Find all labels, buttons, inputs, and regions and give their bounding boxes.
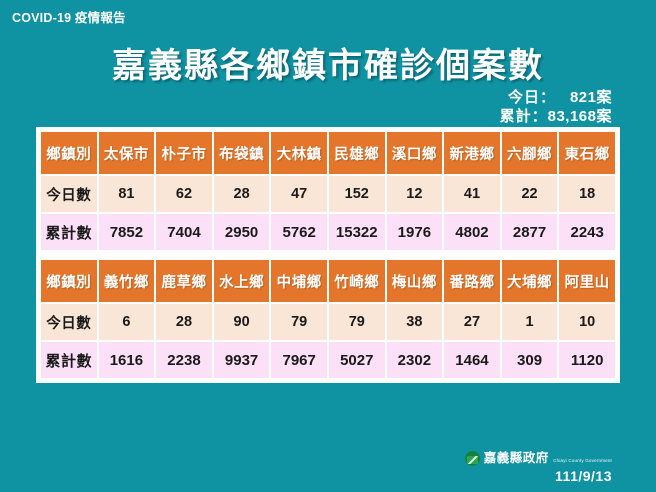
case-count-cell-today: 1 (501, 304, 558, 340)
summary-today-row: 今日： 821案 (500, 88, 612, 107)
case-count-cell-today: 22 (501, 176, 558, 212)
government-name: 嘉義縣政府 Chiayi County Government (484, 450, 612, 467)
footer: 嘉義縣政府 Chiayi County Government 111/9/13 (464, 450, 612, 484)
government-name-cn: 嘉義縣政府 (483, 450, 549, 466)
page-title: 嘉義縣各鄉鎮市確診個案數 (112, 47, 544, 85)
case-count-cell-total: 1616 (98, 342, 155, 378)
case-count-cell-today: 38 (386, 304, 443, 340)
table-row-header: 鄉鎮別 太保市 朴子市 布袋鎮 大林鎮 民雄鄉 溪口鄉 新港鄉 六腳鄉 東石鄉 (41, 132, 615, 174)
row-label-total: 累計數 (41, 214, 97, 250)
township-name-cell: 布袋鎮 (213, 132, 270, 174)
government-name-en: Chiayi County Government (553, 458, 612, 464)
covid-report-badge: COVID-19 疫情報告 (12, 11, 126, 25)
row-label-today: 今日數 (41, 176, 97, 212)
summary-total-row: 累計：83,168案 (500, 107, 612, 126)
case-count-cell-total: 7967 (271, 342, 327, 378)
row-label-header: 鄉鎮別 (41, 132, 97, 174)
summary-total-value: 83,168案 (547, 108, 612, 125)
township-name-cell: 大林鎮 (271, 132, 327, 174)
case-count-cell-today: 27 (444, 304, 500, 340)
report-date: 111/9/13 (555, 468, 612, 484)
township-name-cell: 阿里山 (559, 260, 615, 302)
summary-today-label: 今日： (507, 89, 556, 106)
case-count-cell-today: 79 (328, 304, 385, 340)
township-name-cell: 朴子市 (156, 132, 212, 174)
case-count-cell-today: 6 (98, 304, 155, 340)
case-count-cell-today: 79 (271, 304, 327, 340)
table-row-header: 鄉鎮別 義竹鄉 鹿草鄉 水上鄉 中埔鄉 竹崎鄉 梅山鄉 番路鄉 大埔鄉 阿里山 (41, 260, 615, 302)
table-row-total: 累計數 1616 2238 9937 7967 5027 2302 1464 309 1120 (41, 342, 615, 378)
summary-total-label: 累計： (499, 108, 548, 125)
township-name-cell: 溪口鄉 (386, 132, 443, 174)
case-count-cell-total: 2238 (156, 342, 212, 378)
case-count-cell-total: 7404 (156, 214, 212, 250)
case-count-cell-total: 309 (501, 342, 558, 378)
summary-counts: 今日： 821案 累計：83,168案 (500, 88, 612, 126)
case-count-cell-total: 9937 (213, 342, 270, 378)
case-count-cell-today: 62 (156, 176, 212, 212)
case-count-cell-today: 81 (98, 176, 155, 212)
case-tables: 鄉鎮別 太保市 朴子市 布袋鎮 大林鎮 民雄鄉 溪口鄉 新港鄉 六腳鄉 東石鄉 今日數 81 62 28 4… (36, 127, 620, 383)
case-count-cell-total: 1120 (559, 342, 615, 378)
township-name-cell: 鹿草鄉 (156, 260, 212, 302)
case-count-cell-total: 5027 (328, 342, 385, 378)
case-table-1: 鄉鎮別 太保市 朴子市 布袋鎮 大林鎮 民雄鄉 溪口鄉 新港鄉 六腳鄉 東石鄉 今日數 81 62 28 4… (39, 130, 617, 252)
case-count-cell-total: 15322 (328, 214, 385, 250)
case-count-cell-total: 7852 (98, 214, 155, 250)
case-count-cell-today: 12 (386, 176, 443, 212)
chiayi-emblem-icon (464, 451, 480, 467)
case-count-cell-total: 5762 (271, 214, 327, 250)
township-name-cell: 番路鄉 (444, 260, 500, 302)
case-count-cell-total: 2877 (501, 214, 558, 250)
case-count-cell-total: 2302 (386, 342, 443, 378)
township-name-cell: 太保市 (98, 132, 155, 174)
table-row-today: 今日數 6 28 90 79 79 38 27 1 10 (41, 304, 615, 340)
government-logo: 嘉義縣政府 Chiayi County Government (464, 450, 612, 467)
township-name-cell: 竹崎鄉 (328, 260, 385, 302)
case-count-cell-today: 152 (328, 176, 385, 212)
case-count-cell-total: 4802 (444, 214, 500, 250)
table-row-total: 累計數 7852 7404 2950 5762 15322 1976 4802 2877 2243 (41, 214, 615, 250)
case-count-cell-today: 28 (213, 176, 270, 212)
case-count-cell-today: 47 (271, 176, 327, 212)
case-count-cell-today: 10 (559, 304, 615, 340)
table-row-today: 今日數 81 62 28 47 152 12 41 22 18 (41, 176, 615, 212)
township-name-cell: 新港鄉 (444, 132, 500, 174)
township-name-cell: 梅山鄉 (386, 260, 443, 302)
row-label-header: 鄉鎮別 (41, 260, 97, 302)
township-name-cell: 東石鄉 (559, 132, 615, 174)
case-table-2: 鄉鎮別 義竹鄉 鹿草鄉 水上鄉 中埔鄉 竹崎鄉 梅山鄉 番路鄉 大埔鄉 阿里山 今日數 6 28 90 79… (39, 258, 617, 380)
township-name-cell: 中埔鄉 (271, 260, 327, 302)
case-count-cell-today: 18 (559, 176, 615, 212)
case-count-cell-total: 2243 (559, 214, 615, 250)
township-name-cell: 六腳鄉 (501, 132, 558, 174)
case-count-cell-total: 1464 (444, 342, 500, 378)
township-name-cell: 民雄鄉 (328, 132, 385, 174)
township-name-cell: 義竹鄉 (98, 260, 155, 302)
case-count-cell-today: 41 (444, 176, 500, 212)
case-count-cell-today: 90 (213, 304, 270, 340)
case-count-cell-today: 28 (156, 304, 212, 340)
case-count-cell-total: 2950 (213, 214, 270, 250)
row-label-total: 累計數 (41, 342, 97, 378)
summary-today-value: 821案 (569, 89, 612, 106)
township-name-cell: 大埔鄉 (501, 260, 558, 302)
row-label-today: 今日數 (41, 304, 97, 340)
township-name-cell: 水上鄉 (213, 260, 270, 302)
case-count-cell-total: 1976 (386, 214, 443, 250)
